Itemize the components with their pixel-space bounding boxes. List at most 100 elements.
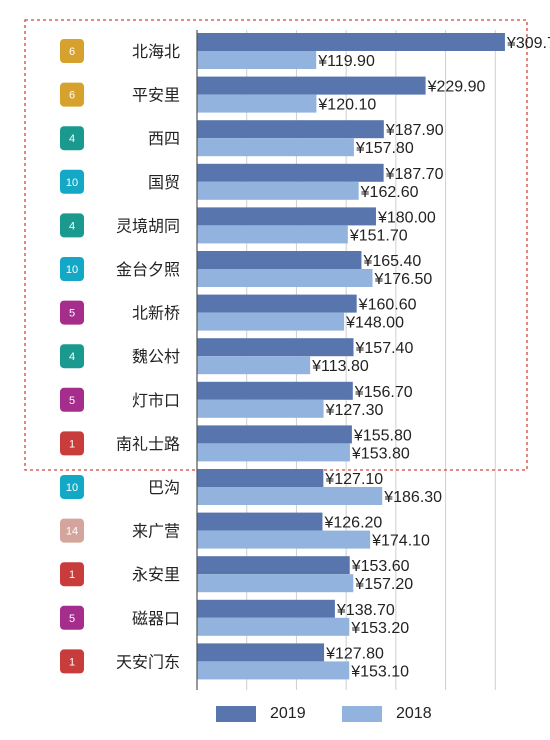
line-badge (60, 605, 84, 630)
bar-2018 (197, 181, 359, 200)
data-label-2018: ¥157.80 (355, 140, 414, 157)
station-label: 北海北 (132, 42, 180, 61)
bar-2018 (197, 138, 354, 157)
station-label: 永安里 (132, 565, 180, 584)
data-label-2019: ¥153.60 (351, 558, 410, 575)
legend-label-2018: 2018 (396, 705, 432, 722)
legend-item-2018: 2018 (342, 700, 432, 728)
line-badge (60, 82, 84, 107)
bar-2019 (197, 33, 505, 51)
bar-2018 (197, 51, 317, 69)
bar-2019 (197, 381, 353, 400)
line-badge (60, 126, 84, 151)
bar-2019 (197, 469, 324, 487)
station-label: 巴沟 (148, 478, 180, 497)
station-label: 灯市口 (132, 391, 180, 410)
data-label-2018: ¥174.10 (371, 533, 430, 550)
line-badge-label: 4 (69, 133, 75, 145)
station-label: 磁器口 (132, 609, 180, 628)
data-label-2019: ¥126.20 (323, 515, 382, 532)
line-badge-label: 5 (69, 308, 75, 320)
data-label-2019: ¥187.90 (385, 122, 444, 139)
station-label: 北新桥 (132, 304, 180, 323)
data-label-2018: ¥113.80 (311, 358, 369, 375)
bar-2018 (197, 269, 373, 287)
line-badge-label: 6 (69, 90, 75, 102)
station-label: 南礼士路 (116, 434, 180, 453)
line-badge (60, 300, 84, 325)
station-label: 西四 (148, 129, 180, 148)
data-label-2018: ¥153.20 (350, 620, 409, 637)
line-badge-label: 1 (69, 569, 75, 581)
station-label: 来广营 (132, 522, 180, 541)
line-badge (60, 213, 84, 238)
data-label-2018: ¥151.70 (349, 227, 408, 244)
bar-2019 (197, 556, 350, 575)
bar-2018 (197, 356, 311, 375)
bar-2019 (197, 120, 384, 139)
bar-2019 (197, 207, 376, 226)
line-badge-label: 4 (69, 220, 75, 232)
bar-2019 (197, 163, 384, 182)
data-label-2018: ¥153.80 (351, 445, 410, 462)
data-label-2018: ¥148.00 (345, 315, 404, 332)
line-badge-label: 1 (69, 438, 75, 450)
bar-2018 (197, 399, 324, 418)
line-badge-label: 6 (69, 46, 75, 58)
bar-2019 (197, 294, 357, 313)
bar-2018 (197, 574, 354, 593)
station-label: 灵境胡同 (116, 216, 180, 235)
line-badge (60, 169, 84, 194)
data-label-2018: ¥153.10 (350, 663, 409, 680)
legend-item-2019: 2019 (216, 700, 306, 728)
bar-2019 (197, 643, 325, 662)
bar-2018 (197, 312, 345, 331)
data-label-2019: ¥187.70 (385, 166, 444, 183)
bar-2019 (197, 338, 354, 357)
bar-2018 (197, 94, 317, 113)
data-label-2018: ¥120.10 (317, 97, 376, 114)
bar-chart: 6 北海北 ¥309.70 ¥119.90 6 平安里 ¥229.90 ¥120.10 4 西四 ¥… (24, 19, 550, 690)
station-label: 平安里 (132, 86, 180, 105)
line-badge (60, 649, 84, 674)
bar-2018 (197, 617, 350, 636)
bar-2019 (197, 76, 426, 95)
data-label-2018: ¥186.30 (383, 489, 442, 506)
legend-swatch-2019 (216, 706, 256, 722)
data-label-2019: ¥157.40 (355, 340, 414, 357)
line-badge-label: 5 (69, 395, 75, 407)
data-label-2018: ¥162.60 (360, 184, 419, 201)
data-label-2019: ¥180.00 (377, 209, 436, 226)
bar-2019 (197, 251, 362, 269)
line-badge (60, 387, 84, 412)
data-label-2019: ¥127.80 (325, 645, 384, 662)
station-label: 魏公村 (132, 347, 180, 366)
data-label-2019: ¥138.70 (336, 602, 395, 619)
data-label-2018: ¥176.50 (373, 271, 432, 288)
bar-2019 (197, 425, 352, 444)
line-badge (60, 431, 84, 456)
line-badge-label: 1 (69, 656, 75, 668)
bar-2018 (197, 225, 348, 244)
data-label-2019: ¥165.40 (362, 253, 421, 270)
line-badge-label: 10 (66, 264, 78, 276)
line-badge (60, 39, 84, 63)
station-label: 天安门东 (116, 652, 180, 671)
line-badge (60, 475, 84, 499)
data-label-2018: ¥127.30 (325, 402, 384, 419)
line-badge (60, 257, 84, 281)
line-badge-label: 10 (66, 482, 78, 494)
bar-2018 (197, 661, 350, 680)
legend-swatch-2018 (342, 706, 382, 722)
bar-2019 (197, 512, 323, 531)
line-badge-label: 5 (69, 613, 75, 625)
data-label-2019: ¥155.80 (353, 427, 412, 444)
data-label-2019: ¥127.10 (324, 471, 383, 488)
station-label: 国贸 (148, 173, 180, 192)
line-badge (60, 562, 84, 587)
line-badge (60, 518, 84, 543)
data-label-2019: ¥229.90 (427, 79, 486, 96)
legend-label-2019: 2019 (270, 705, 306, 722)
data-label-2019: ¥156.70 (354, 384, 413, 401)
bar-2018 (197, 443, 350, 462)
